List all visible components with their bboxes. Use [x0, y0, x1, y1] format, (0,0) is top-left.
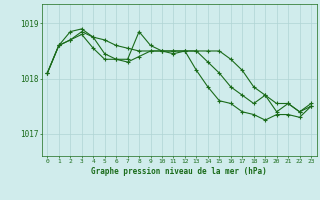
X-axis label: Graphe pression niveau de la mer (hPa): Graphe pression niveau de la mer (hPa) — [91, 167, 267, 176]
